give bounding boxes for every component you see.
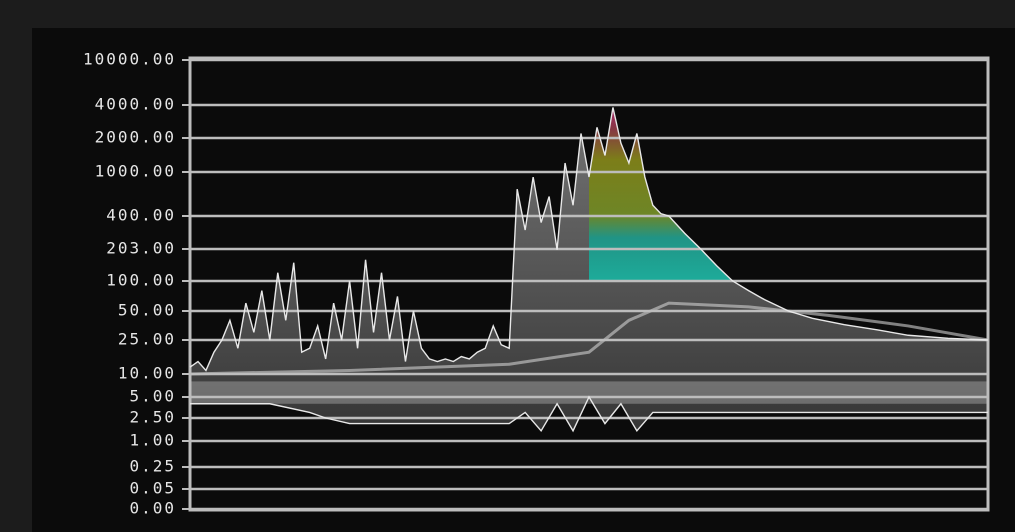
upper-envelope-line (189, 107, 989, 372)
y-tick-label: 10.00 (118, 364, 176, 383)
y-tick-label: 50.00 (118, 301, 176, 320)
heat-region (589, 107, 749, 281)
density-low-band (190, 381, 988, 404)
y-tick-label: 2.50 (129, 408, 176, 427)
lower-envelope-line (190, 395, 988, 433)
y-tick-label: 0.00 (129, 499, 176, 518)
y-tick-label: 400.00 (106, 206, 176, 225)
y-tick-label: 0.05 (129, 479, 176, 498)
y-tick-label: 1000.00 (95, 162, 176, 181)
y-tick-label: 2000.00 (95, 128, 176, 147)
plot-frame (188, 56, 990, 512)
y-tick-label: 4000.00 (95, 95, 176, 114)
y-tick-label: 25.00 (118, 330, 176, 349)
y-tick-label: 100.00 (106, 271, 176, 290)
y-tick-label: 5.00 (129, 387, 176, 406)
y-tick-label: 10000.00 (83, 50, 176, 69)
y-tick-label: 203.00 (106, 239, 176, 258)
y-tick-label: 1.00 (129, 431, 176, 450)
y-tick-label: 0.25 (129, 457, 176, 476)
